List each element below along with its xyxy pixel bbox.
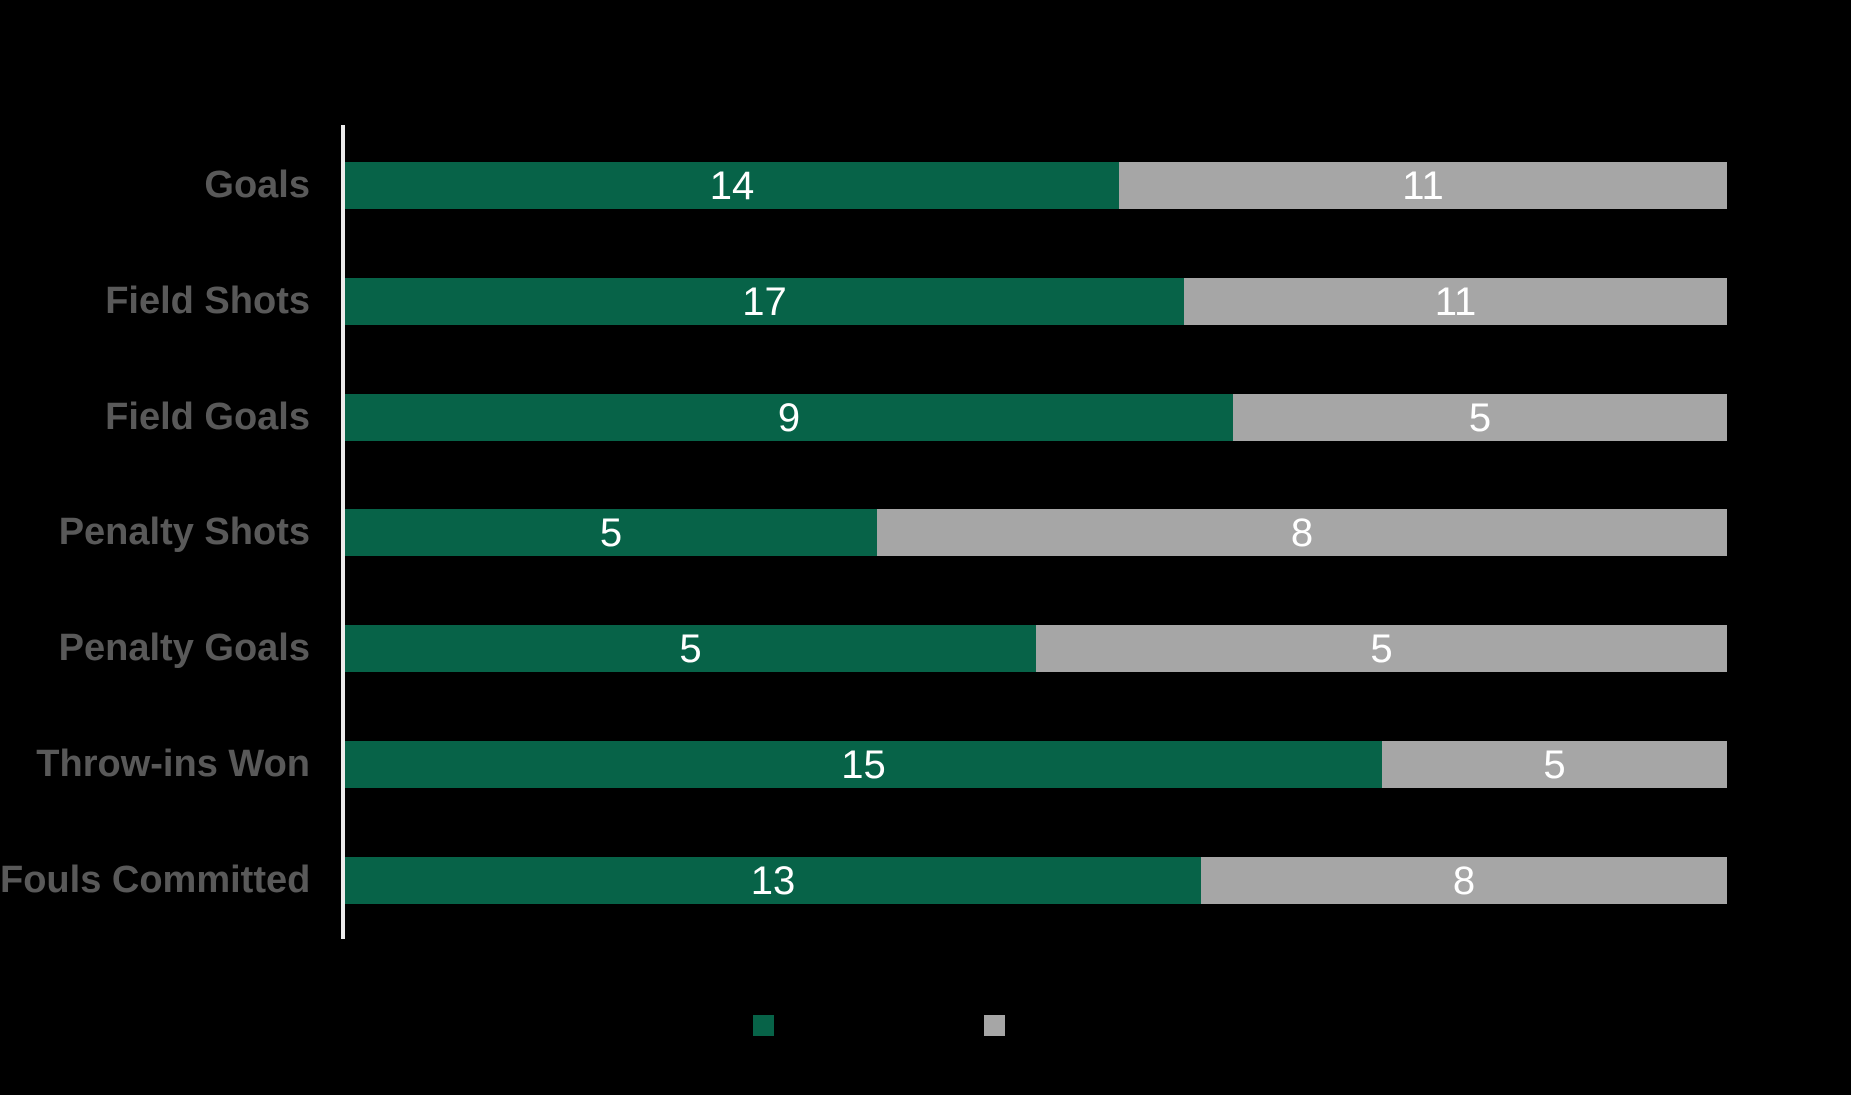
bar-value-label: 5 [679,626,702,671]
category-label: Field Shots [105,280,310,322]
bar-value-label: 8 [1452,858,1476,903]
category-label: Goals [204,164,310,206]
bar-value-label: 14 [709,163,755,208]
bar-value-label: 11 [1402,163,1444,208]
bar-segment-green[interactable]: 14 [345,162,1119,209]
bar-value-label: 15 [841,742,886,787]
bar-segment-green[interactable]: 5 [345,625,1036,672]
category-label: Throw-ins Won [36,743,310,785]
bar-segment-green[interactable]: 13 [345,857,1201,904]
legend-swatch-green [753,1015,774,1036]
bar-value-label: 8 [1290,510,1314,555]
bar-value-label: 9 [777,395,801,440]
bar-value-label: 5 [599,510,623,555]
bar-segment-gray[interactable]: 5 [1382,741,1727,788]
bar-value-label: 11 [1434,279,1477,324]
bar-value-label: 5 [1543,742,1566,787]
bar-value-label: 13 [750,858,796,903]
bar-segment-gray[interactable]: 5 [1233,394,1727,441]
bar-segment-gray[interactable]: 8 [1201,857,1727,904]
legend-swatch-gray [984,1015,1005,1036]
y-axis-line [341,125,345,939]
bar-segment-green[interactable]: 9 [345,394,1233,441]
bar-segment-gray[interactable]: 11 [1119,162,1727,209]
category-label: Field Goals [105,396,310,438]
bar-value-label: 17 [742,279,787,324]
bar-segment-gray[interactable]: 11 [1184,278,1727,325]
bar-segment-gray[interactable]: 8 [877,509,1727,556]
bar-segment-green[interactable]: 17 [345,278,1184,325]
category-label: Penalty Goals [58,627,310,669]
bar-segment-green[interactable]: 5 [345,509,877,556]
bar-segment-green[interactable]: 15 [345,741,1382,788]
category-label: Fouls Committed [0,859,311,901]
category-label: Penalty Shots [58,511,310,553]
bar-segment-gray[interactable]: 5 [1036,625,1727,672]
bar-value-label: 5 [1370,626,1393,671]
bar-value-label: 5 [1468,395,1492,440]
